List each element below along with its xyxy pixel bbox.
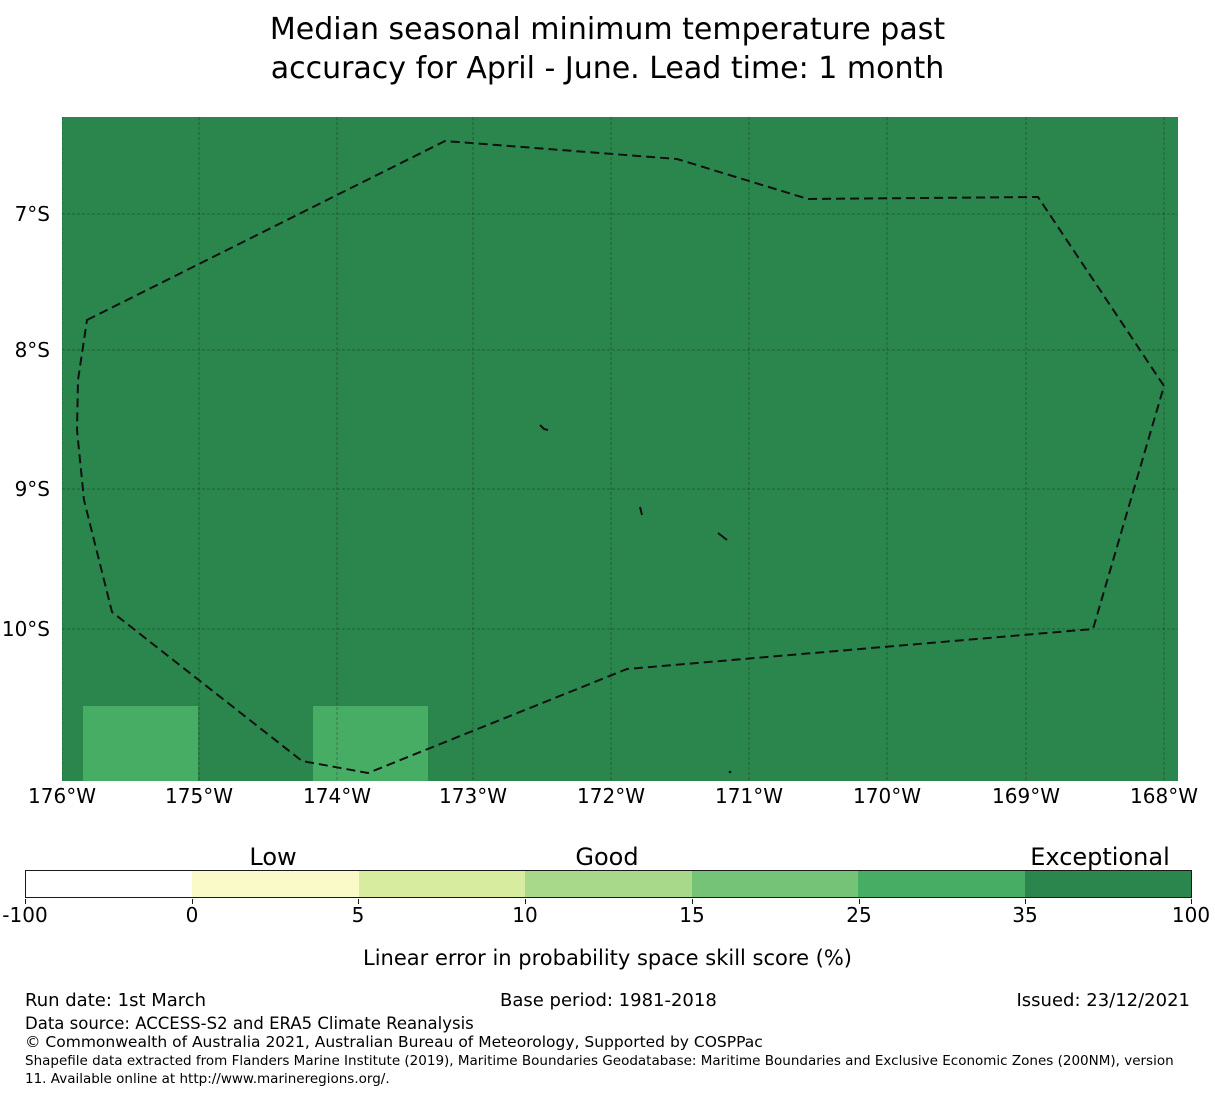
colorbar bbox=[25, 870, 1192, 898]
cbar-tick-mark bbox=[192, 899, 193, 904]
xtick-174w: 174°W bbox=[303, 784, 371, 808]
colorbar-segment bbox=[858, 871, 1025, 897]
ytick-10s: 10°S bbox=[1, 617, 50, 641]
ytick-9s: 9°S bbox=[14, 477, 50, 501]
cbar-tick-5: 5 bbox=[351, 903, 365, 927]
cbar-tick-n100: -100 bbox=[2, 903, 48, 927]
map-svg bbox=[61, 117, 1178, 781]
cbar-label-good: Good bbox=[575, 843, 639, 871]
cbar-tick-mark bbox=[525, 899, 526, 904]
cbar-tick-35: 35 bbox=[1012, 903, 1038, 927]
data-source-text: Data source: ACCESS-S2 and ERA5 Climate … bbox=[25, 1014, 474, 1033]
colorbar-segment bbox=[192, 871, 359, 897]
run-date-text: Run date: 1st March bbox=[25, 990, 207, 1011]
xtick-168w: 168°W bbox=[1130, 784, 1198, 808]
cbar-tick-100: 100 bbox=[1171, 903, 1211, 927]
colorbar-segment bbox=[358, 871, 526, 897]
colorbar-segment bbox=[525, 871, 692, 897]
xtick-173w: 173°W bbox=[439, 784, 507, 808]
island-marks bbox=[539, 424, 732, 774]
colorbar-segment bbox=[26, 871, 193, 897]
issued-date-text: Issued: 23/12/2021 bbox=[1016, 990, 1190, 1011]
map-panel bbox=[61, 117, 1178, 781]
colorbar-segment bbox=[691, 871, 859, 897]
ytick-7s: 7°S bbox=[14, 202, 50, 226]
base-period-text: Base period: 1981-2018 bbox=[500, 990, 717, 1011]
cbar-tick-mark bbox=[358, 899, 359, 904]
xtick-169w: 169°W bbox=[992, 784, 1060, 808]
cbar-tick-mark bbox=[1191, 899, 1192, 904]
ytick-8s: 8°S bbox=[14, 338, 50, 362]
cbar-tick-mark bbox=[1025, 899, 1026, 904]
xtick-171w: 171°W bbox=[715, 784, 783, 808]
xtick-170w: 170°W bbox=[853, 784, 921, 808]
figure-title: Median seasonal minimum temperature past… bbox=[269, 12, 946, 86]
cbar-tick-15: 15 bbox=[679, 903, 705, 927]
cbar-tick-mark bbox=[25, 899, 26, 904]
xtick-176w: 176°W bbox=[28, 784, 96, 808]
cbar-label-exceptional: Exceptional bbox=[1030, 843, 1170, 871]
highlight-cell-west bbox=[83, 706, 198, 781]
copyright-text: © Commonwealth of Australia 2021, Austra… bbox=[25, 1033, 763, 1051]
eez-boundary-line bbox=[75, 139, 1166, 775]
xtick-172w: 172°W bbox=[577, 784, 645, 808]
xtick-175w: 175°W bbox=[165, 784, 233, 808]
colorbar-axis-label: Linear error in probability space skill … bbox=[363, 946, 852, 970]
cbar-tick-0: 0 bbox=[185, 903, 199, 927]
cbar-tick-mark bbox=[859, 899, 860, 904]
shapefile-attribution-text: Shapefile data extracted from Flanders M… bbox=[25, 1053, 1174, 1087]
cbar-tick-10: 10 bbox=[512, 903, 538, 927]
cbar-tick-25: 25 bbox=[846, 903, 872, 927]
colorbar-segment bbox=[1024, 871, 1191, 897]
cbar-tick-mark bbox=[692, 899, 693, 904]
cbar-label-low: Low bbox=[249, 843, 297, 871]
graticule bbox=[61, 117, 1178, 781]
highlight-cell-east bbox=[313, 706, 428, 781]
